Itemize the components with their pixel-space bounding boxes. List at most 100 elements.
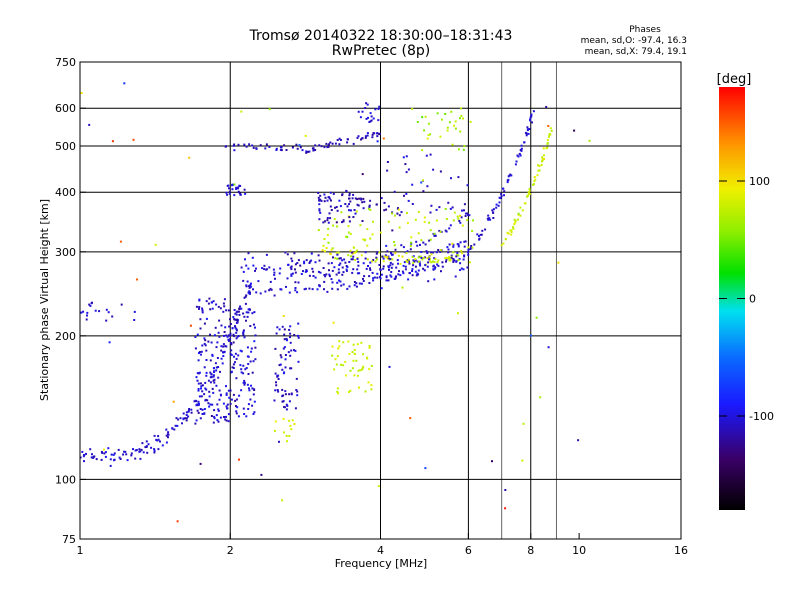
echo-point bbox=[113, 452, 116, 455]
echo-point bbox=[237, 186, 240, 189]
echo-point bbox=[294, 349, 297, 352]
echo-point bbox=[225, 145, 227, 148]
echo-point bbox=[331, 142, 334, 145]
echo-point bbox=[424, 467, 427, 470]
echo-point bbox=[290, 367, 293, 370]
echo-point bbox=[213, 334, 216, 337]
echo-point bbox=[397, 254, 400, 257]
echo-point bbox=[177, 418, 180, 421]
echo-point bbox=[326, 146, 329, 149]
echo-point bbox=[437, 264, 440, 267]
echo-point bbox=[329, 252, 332, 255]
echo-point bbox=[217, 420, 220, 423]
echo-point bbox=[406, 222, 409, 225]
echo-point bbox=[205, 371, 208, 374]
echo-point bbox=[330, 248, 333, 251]
echo-point bbox=[423, 256, 426, 259]
echo-point bbox=[283, 144, 286, 147]
echo-point bbox=[378, 251, 381, 254]
echo-point bbox=[454, 127, 457, 130]
echo-point bbox=[354, 212, 357, 215]
echo-point bbox=[249, 398, 252, 401]
echo-point bbox=[229, 323, 232, 325]
echo-point bbox=[526, 126, 529, 129]
echo-point bbox=[342, 220, 345, 223]
echo-point bbox=[223, 416, 225, 418]
echo-point bbox=[338, 257, 341, 260]
echo-point bbox=[229, 332, 232, 335]
y-tick-label: 200 bbox=[55, 330, 76, 343]
echo-point bbox=[157, 448, 160, 451]
echo-point bbox=[400, 244, 403, 247]
echo-point bbox=[393, 244, 396, 247]
echo-point bbox=[194, 347, 197, 350]
echo-point bbox=[546, 143, 549, 145]
echo-point bbox=[387, 265, 390, 268]
echo-point bbox=[233, 183, 236, 186]
echo-point bbox=[328, 269, 330, 272]
echo-point bbox=[358, 272, 361, 275]
echo-point bbox=[239, 192, 241, 195]
echo-point bbox=[406, 250, 409, 253]
echo-point bbox=[228, 192, 231, 195]
echo-point bbox=[500, 244, 503, 247]
echo-point bbox=[360, 138, 362, 141]
echo-point bbox=[434, 267, 436, 270]
echo-point bbox=[390, 271, 393, 273]
echo-point bbox=[247, 311, 250, 314]
echo-point bbox=[455, 255, 458, 258]
echo-point bbox=[88, 303, 91, 306]
echo-point bbox=[249, 325, 252, 327]
echo-point bbox=[356, 249, 359, 252]
echo-point bbox=[360, 282, 363, 285]
echo-point bbox=[543, 154, 545, 157]
echo-point bbox=[367, 116, 369, 119]
echo-point bbox=[328, 275, 331, 278]
echo-point bbox=[221, 362, 224, 365]
echo-point bbox=[291, 419, 294, 422]
echo-point bbox=[447, 201, 450, 204]
echo-point bbox=[244, 368, 247, 371]
echo-point bbox=[386, 250, 389, 253]
colorbar-tick-label: -100 bbox=[749, 410, 774, 423]
echo-point bbox=[290, 393, 293, 396]
echo-point bbox=[448, 121, 451, 124]
echo-point bbox=[200, 395, 203, 398]
echo-point bbox=[409, 272, 411, 275]
echo-point bbox=[285, 434, 288, 437]
echo-point bbox=[234, 352, 237, 355]
echo-point bbox=[134, 457, 137, 460]
echo-point bbox=[222, 345, 225, 348]
echo-point bbox=[510, 174, 513, 177]
echo-point bbox=[419, 264, 422, 267]
echo-point bbox=[252, 146, 255, 149]
echo-point bbox=[209, 371, 212, 374]
echo-point bbox=[461, 224, 464, 227]
echo-point bbox=[422, 257, 425, 259]
echo-point bbox=[287, 263, 290, 266]
echo-point bbox=[218, 398, 221, 401]
echo-point bbox=[157, 435, 160, 438]
echo-point bbox=[213, 417, 216, 420]
echo-point bbox=[367, 381, 370, 384]
echo-point bbox=[538, 169, 541, 172]
echo-point bbox=[95, 458, 98, 461]
echo-point bbox=[312, 270, 315, 273]
echo-point bbox=[512, 226, 514, 229]
echo-point bbox=[228, 187, 230, 190]
echo-point bbox=[424, 264, 427, 267]
echo-point bbox=[153, 448, 156, 451]
echo-point bbox=[362, 353, 365, 356]
echo-point bbox=[368, 282, 371, 284]
echo-point bbox=[282, 315, 285, 317]
echo-point bbox=[234, 325, 236, 328]
echo-point bbox=[426, 265, 429, 268]
echo-point bbox=[190, 411, 193, 414]
echo-point bbox=[301, 149, 304, 152]
echo-point bbox=[235, 186, 238, 189]
echo-point bbox=[211, 354, 214, 357]
x-tick-label: 16 bbox=[674, 544, 688, 557]
echo-point bbox=[339, 139, 342, 141]
echo-point bbox=[189, 324, 192, 327]
